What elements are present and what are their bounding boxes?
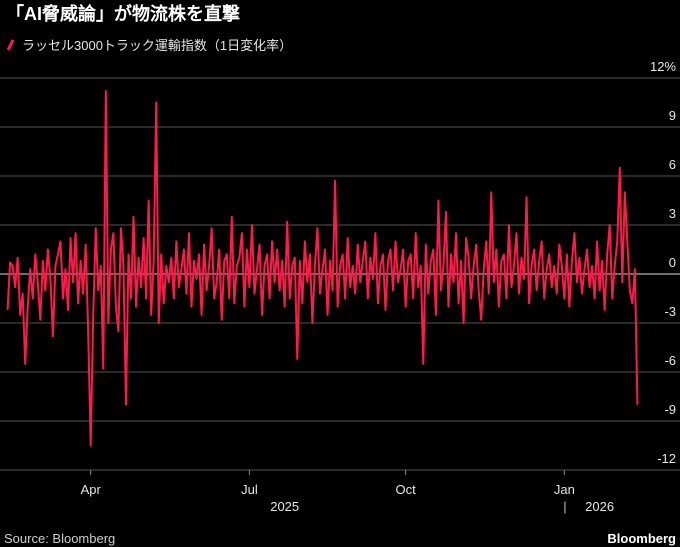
- y-tick-label: 3: [669, 206, 676, 221]
- y-tick-label: -3: [664, 304, 676, 319]
- y-tick-label: -9: [664, 402, 676, 417]
- y-tick-label: 0: [669, 255, 676, 270]
- legend-label: ラッセル3000トラック運輸指数（1日変化率）: [22, 38, 292, 53]
- chart-title: 「AI脅威論」が物流株を直撃: [6, 3, 240, 24]
- x-tick-label: Jan: [554, 482, 575, 497]
- y-tick-label: 12%: [650, 59, 676, 74]
- brand: Bloomberg: [607, 531, 676, 546]
- y-tick-label: -12: [657, 451, 676, 466]
- year-label: 2025: [270, 499, 299, 514]
- legend-swatch: [6, 39, 15, 51]
- y-tick-label: -6: [664, 353, 676, 368]
- year-label: 2026: [585, 499, 614, 514]
- y-tick-label: 9: [669, 108, 676, 123]
- x-tick-label: Apr: [81, 482, 102, 497]
- y-tick-label: 6: [669, 157, 676, 172]
- data-line: [6, 90, 639, 447]
- x-tick-label: Oct: [396, 482, 417, 497]
- year-separator: |: [563, 499, 566, 514]
- x-tick-label: Jul: [241, 482, 258, 497]
- source: Source: Bloomberg: [4, 531, 115, 546]
